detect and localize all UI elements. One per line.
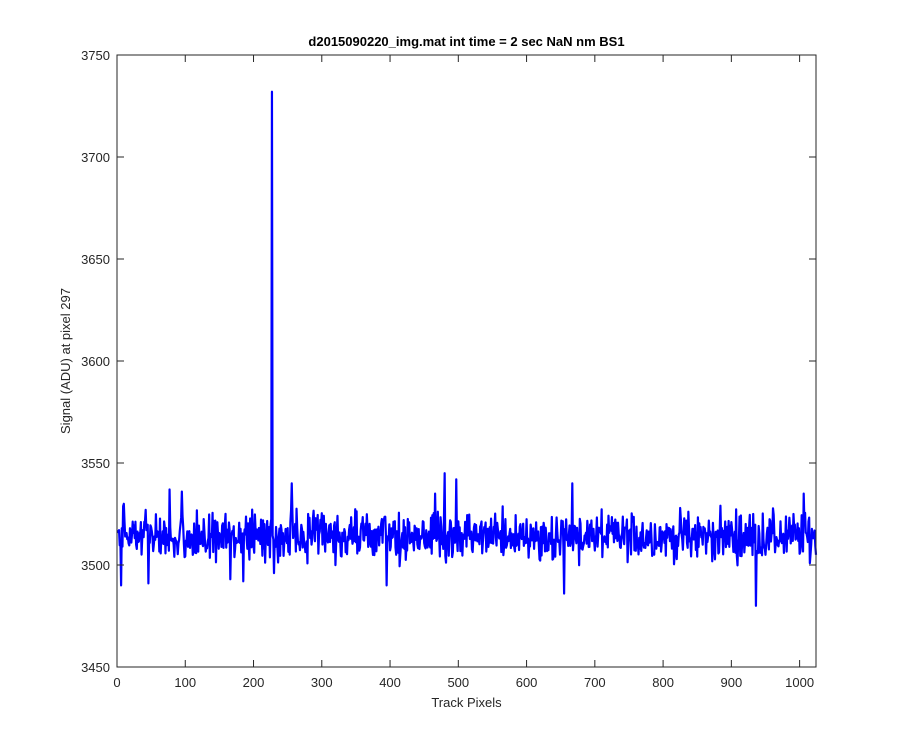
x-tick-label: 700: [584, 675, 606, 690]
x-tick-label: 800: [652, 675, 674, 690]
x-tick-label: 0: [113, 675, 120, 690]
y-tick-label: 3500: [81, 558, 110, 573]
y-tick-label: 3600: [81, 354, 110, 369]
x-tick-label: 500: [447, 675, 469, 690]
y-tick-label: 3550: [81, 456, 110, 471]
chart-title: d2015090220_img.mat int time = 2 sec NaN…: [308, 34, 624, 49]
x-tick-label: 900: [721, 675, 743, 690]
x-tick-label: 300: [311, 675, 333, 690]
series-line: [116, 90, 818, 607]
x-axis-label: Track Pixels: [431, 695, 502, 710]
x-tick-label: 1000: [785, 675, 814, 690]
y-tick-label: 3650: [81, 252, 110, 267]
x-tick-label: 600: [516, 675, 538, 690]
x-tick-label: 200: [243, 675, 265, 690]
y-axis-label: Signal (ADU) at pixel 297: [58, 288, 73, 434]
x-tick-label: 100: [174, 675, 196, 690]
x-tick-label: 400: [379, 675, 401, 690]
y-tick-label: 3700: [81, 150, 110, 165]
y-tick-label: 3750: [81, 48, 110, 63]
y-tick-label: 3450: [81, 660, 110, 675]
plot-area: [117, 55, 816, 667]
